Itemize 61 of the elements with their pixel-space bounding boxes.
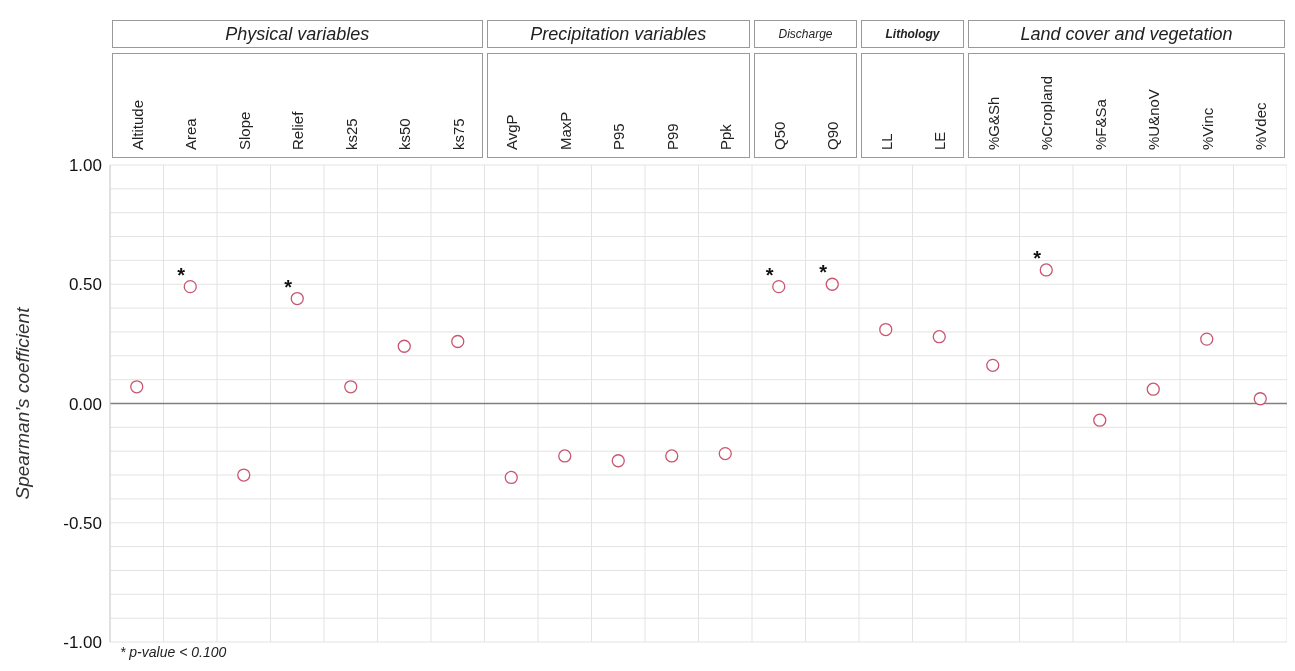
x-tick-label: P95 [610,123,628,150]
text: * p-value < 0.100 [120,644,227,660]
group-header-box: Lithology [861,20,964,48]
x-tick-label: %Cropland [1038,75,1056,150]
point [1093,413,1107,427]
x-tick-label: LE [931,131,949,150]
point [1200,332,1214,346]
annotation: * [284,275,293,298]
annotation: * [1033,246,1042,269]
point [558,449,572,463]
point [451,334,465,349]
y-axis-title: Spearman’s coefficient [11,306,33,500]
y-tick-label: -1.00 [63,633,102,653]
point [825,277,839,291]
y-tick-label: 0.50 [68,275,102,295]
annotation: * [177,263,186,286]
x-tick-label: %G&Sh [984,96,1002,150]
x-tick-label: ks75 [449,118,467,150]
x-tick-label: Q90 [824,121,842,150]
annotation: * [819,261,828,284]
point [1039,263,1053,277]
x-tick-label: ks50 [396,118,414,150]
x-tick-label: %Vinc [1198,107,1216,150]
y-tick-label: 0.00 [68,394,102,414]
x-tick-label: %U&noV [1145,89,1163,150]
x-tick-label: Slope [235,111,253,150]
point [290,291,304,306]
x-tick-label: P99 [663,123,681,150]
x-tick-label: %F&Sa [1091,98,1109,150]
x-tick-label: MaxP [556,111,574,150]
point [772,279,786,294]
x-tick-label: Q50 [770,121,788,150]
point [932,330,946,344]
point [130,380,144,394]
x-tick-label: ks25 [342,118,360,150]
point [665,449,679,463]
x-tick-label: LL [877,133,895,150]
x-tick-label: Relief [289,110,307,150]
point [344,380,358,394]
point [1253,392,1267,406]
group-header-box: Physical variables [112,20,483,48]
group-header-box: Precipitation variables [486,20,750,48]
point [879,322,893,337]
x-tick-label: AvgP [503,114,521,150]
y-tick-label: 1.00 [68,156,102,176]
point [183,279,197,294]
group-header-box: Land cover and vegetation [968,20,1285,48]
point [504,470,518,485]
y-tick-label: -0.50 [63,513,102,533]
point [237,468,251,482]
point [986,358,1000,372]
x-tick-label: Ppk [717,123,735,150]
annotation: * [765,263,774,286]
point [1146,382,1160,396]
point [718,446,732,461]
group-header-box: Discharge [754,20,857,48]
point [611,454,625,468]
x-tick-label: %Vdec [1252,101,1270,150]
point [397,339,411,353]
x-tick-label: Area [182,117,200,150]
x-tick-label: Altitude [128,99,146,150]
